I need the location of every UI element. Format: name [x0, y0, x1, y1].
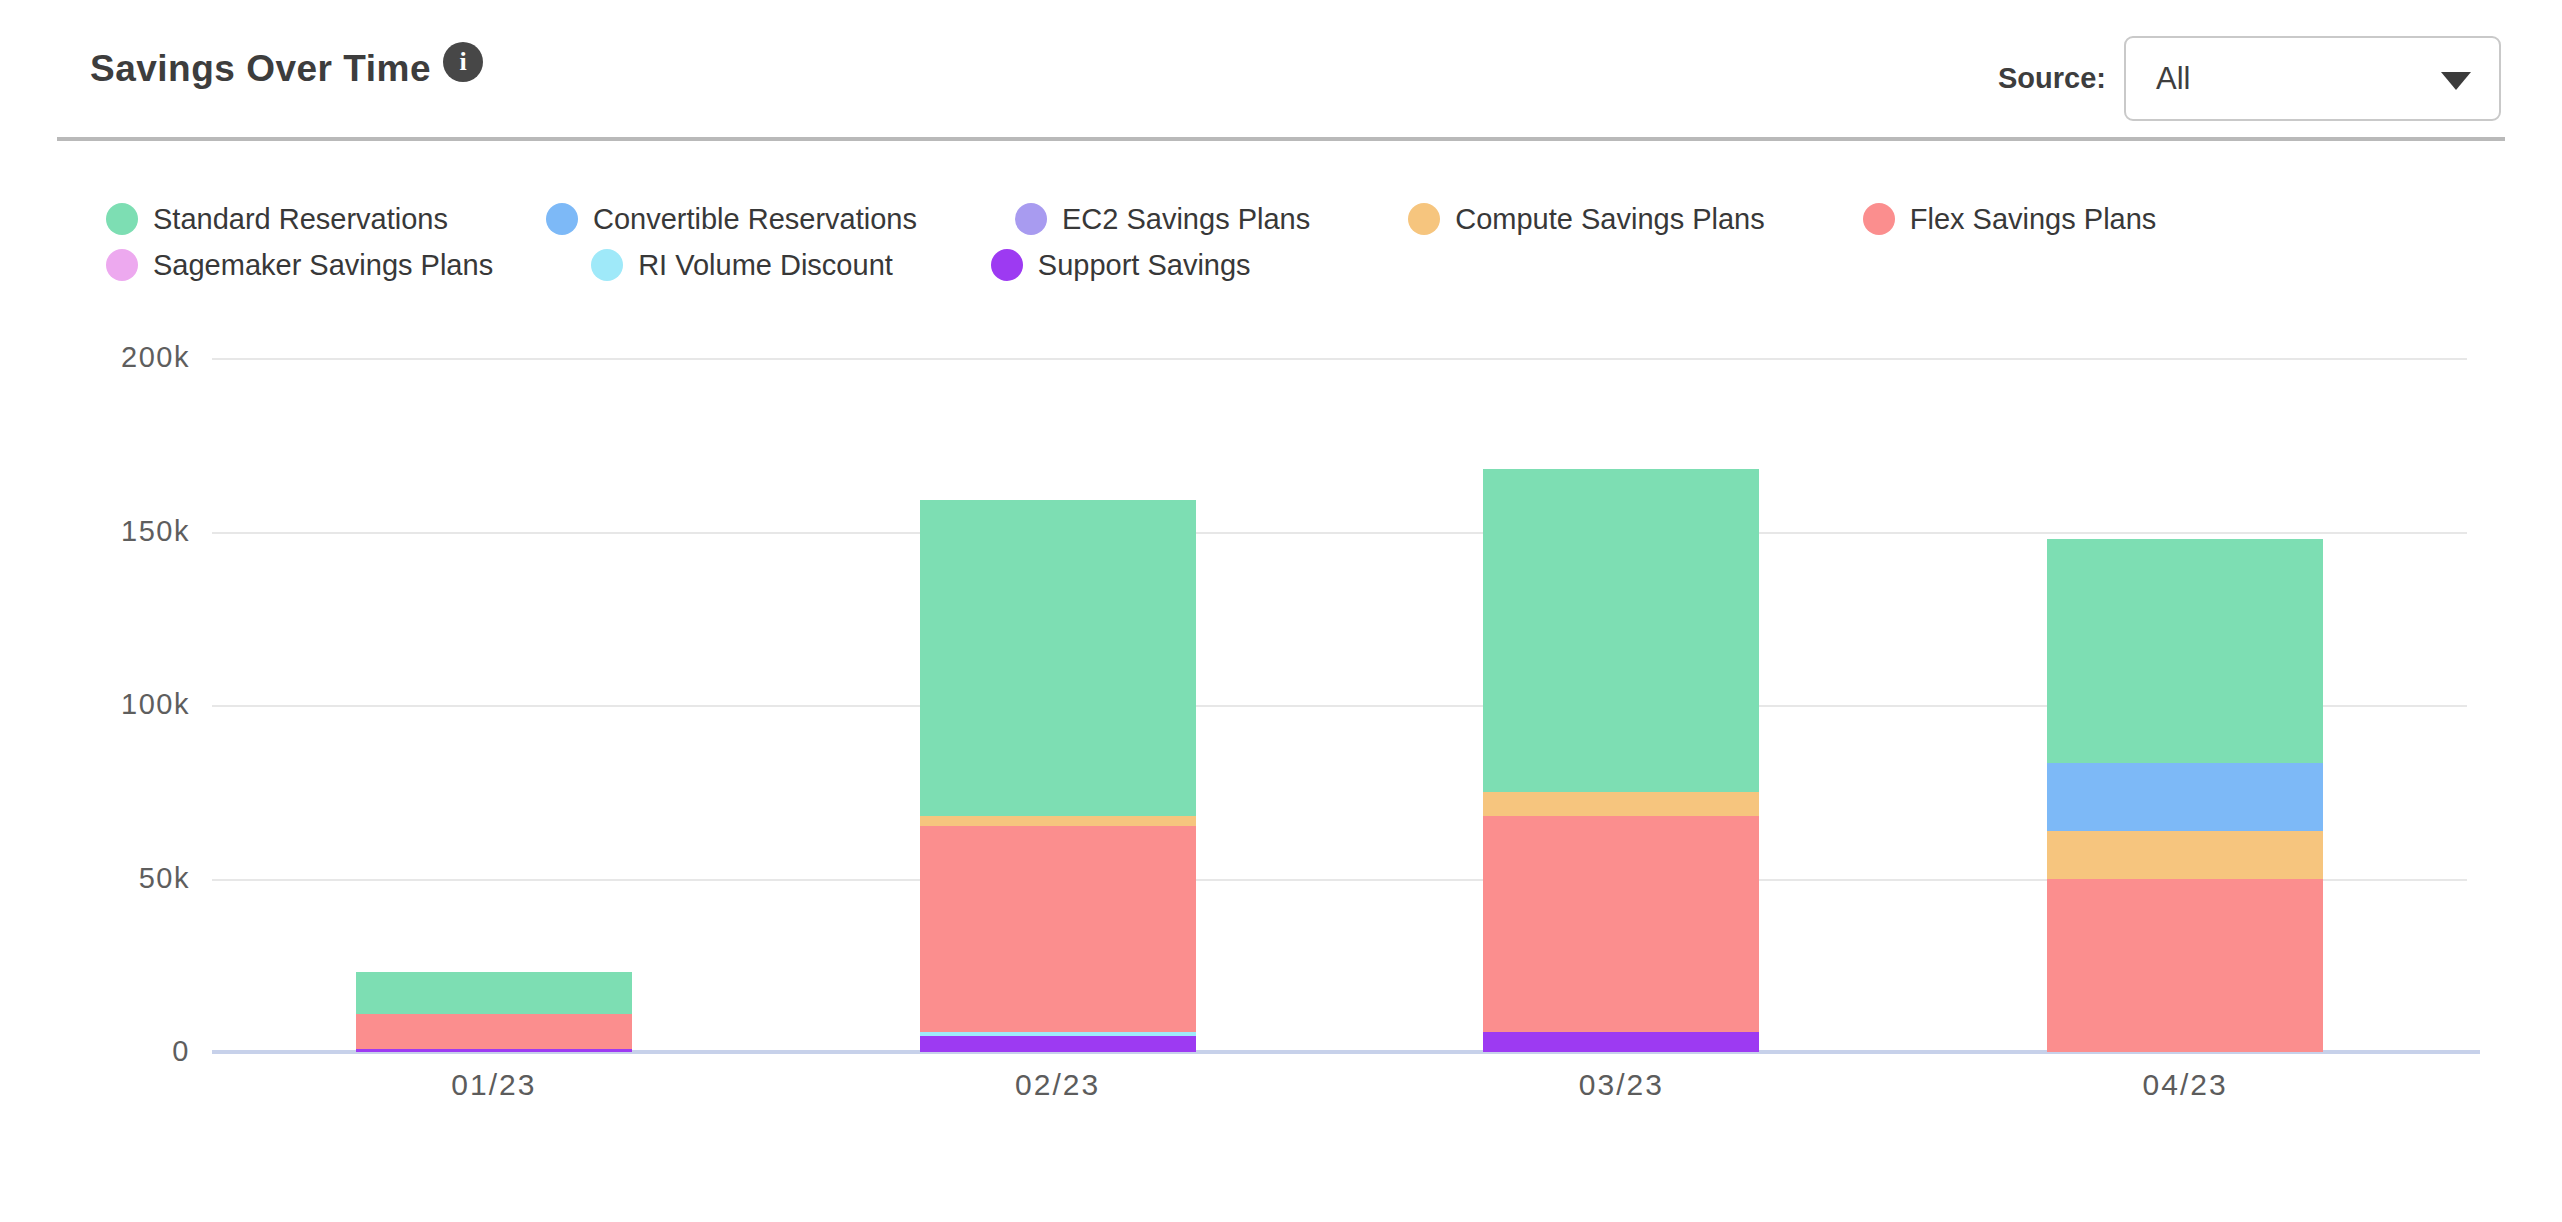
- header-divider: [57, 137, 2505, 141]
- bar-segment-support-savings[interactable]: [1483, 1032, 1759, 1052]
- chart-plot-area: [212, 358, 2467, 1052]
- legend-item-support-savings[interactable]: Support Savings: [991, 249, 1251, 282]
- legend-item-flex-savings-plans[interactable]: Flex Savings Plans: [1863, 203, 2157, 236]
- source-label: Source:: [1998, 62, 2106, 95]
- legend-item-standard-reservations[interactable]: Standard Reservations: [106, 203, 448, 236]
- bar-segment-support-savings[interactable]: [920, 1036, 1196, 1052]
- bar-03-23: [1483, 469, 1759, 1052]
- legend-label: Convertible Reservations: [593, 203, 917, 236]
- y-axis-tick-label: 150k: [40, 515, 190, 548]
- source-selected-value: All: [2156, 61, 2190, 97]
- legend-item-ec2-savings-plans[interactable]: EC2 Savings Plans: [1015, 203, 1310, 236]
- legend-dot-icon: [106, 203, 138, 235]
- legend-item-sagemaker-savings-plans[interactable]: Sagemaker Savings Plans: [106, 249, 493, 282]
- x-axis-tick-label: 01/23: [344, 1068, 644, 1102]
- legend-label: EC2 Savings Plans: [1062, 203, 1310, 236]
- legend-label: Standard Reservations: [153, 203, 448, 236]
- bar-02-23: [920, 500, 1196, 1052]
- legend-label: Support Savings: [1038, 249, 1251, 282]
- legend-dot-icon: [591, 249, 623, 281]
- x-axis-tick-label: 02/23: [908, 1068, 1208, 1102]
- x-axis-tick-label: 04/23: [2035, 1068, 2335, 1102]
- bar-segment-standard-reservations[interactable]: [920, 500, 1196, 816]
- y-axis-tick-label: 100k: [40, 688, 190, 721]
- bar-segment-support-savings[interactable]: [356, 1049, 632, 1052]
- legend-dot-icon: [991, 249, 1023, 281]
- bar-segment-standard-reservations[interactable]: [356, 972, 632, 1014]
- bar-01-23: [356, 972, 632, 1053]
- bar-segment-flex-savings-plans[interactable]: [356, 1014, 632, 1049]
- bar-segment-flex-savings-plans[interactable]: [1483, 816, 1759, 1033]
- info-icon[interactable]: i: [443, 42, 483, 82]
- bar-segment-flex-savings-plans[interactable]: [920, 826, 1196, 1031]
- y-axis-tick-label: 50k: [40, 862, 190, 895]
- bar-segment-flex-savings-plans[interactable]: [2047, 879, 2323, 1052]
- savings-over-time-widget: Savings Over Time i Source: All Standard…: [0, 0, 2562, 1222]
- source-select[interactable]: All: [2124, 36, 2501, 121]
- bar-segment-standard-reservations[interactable]: [1483, 469, 1759, 793]
- legend-label: Sagemaker Savings Plans: [153, 249, 493, 282]
- gridline: [212, 532, 2467, 534]
- chart-legend-row-1: Standard Reservations Convertible Reserva…: [106, 201, 2156, 237]
- bar-segment-convertible-reservations[interactable]: [2047, 763, 2323, 831]
- legend-item-compute-savings-plans[interactable]: Compute Savings Plans: [1408, 203, 1765, 236]
- legend-dot-icon: [546, 203, 578, 235]
- chart-legend-row-2: Sagemaker Savings Plans RI Volume Discoun…: [106, 247, 1251, 283]
- gridline: [212, 358, 2467, 360]
- legend-label: RI Volume Discount: [638, 249, 893, 282]
- legend-item-convertible-reservations[interactable]: Convertible Reservations: [546, 203, 917, 236]
- bar-segment-compute-savings-plans[interactable]: [920, 816, 1196, 826]
- bar-segment-compute-savings-plans[interactable]: [1483, 792, 1759, 815]
- legend-label: Flex Savings Plans: [1910, 203, 2157, 236]
- legend-dot-icon: [1015, 203, 1047, 235]
- legend-dot-icon: [1408, 203, 1440, 235]
- legend-dot-icon: [1863, 203, 1895, 235]
- y-axis-tick-label: 200k: [40, 341, 190, 374]
- legend-item-ri-volume-discount[interactable]: RI Volume Discount: [591, 249, 893, 282]
- legend-label: Compute Savings Plans: [1455, 203, 1765, 236]
- bar-segment-compute-savings-plans[interactable]: [2047, 831, 2323, 879]
- bar-04-23: [2047, 539, 2323, 1052]
- bar-segment-ri-volume-discount[interactable]: [920, 1032, 1196, 1036]
- page-title: Savings Over Time: [90, 48, 431, 90]
- y-axis-tick-label: 0: [40, 1035, 190, 1068]
- dropdown-arrow-icon: [2441, 72, 2471, 90]
- x-axis-tick-label: 03/23: [1471, 1068, 1771, 1102]
- bar-segment-standard-reservations[interactable]: [2047, 539, 2323, 764]
- legend-dot-icon: [106, 249, 138, 281]
